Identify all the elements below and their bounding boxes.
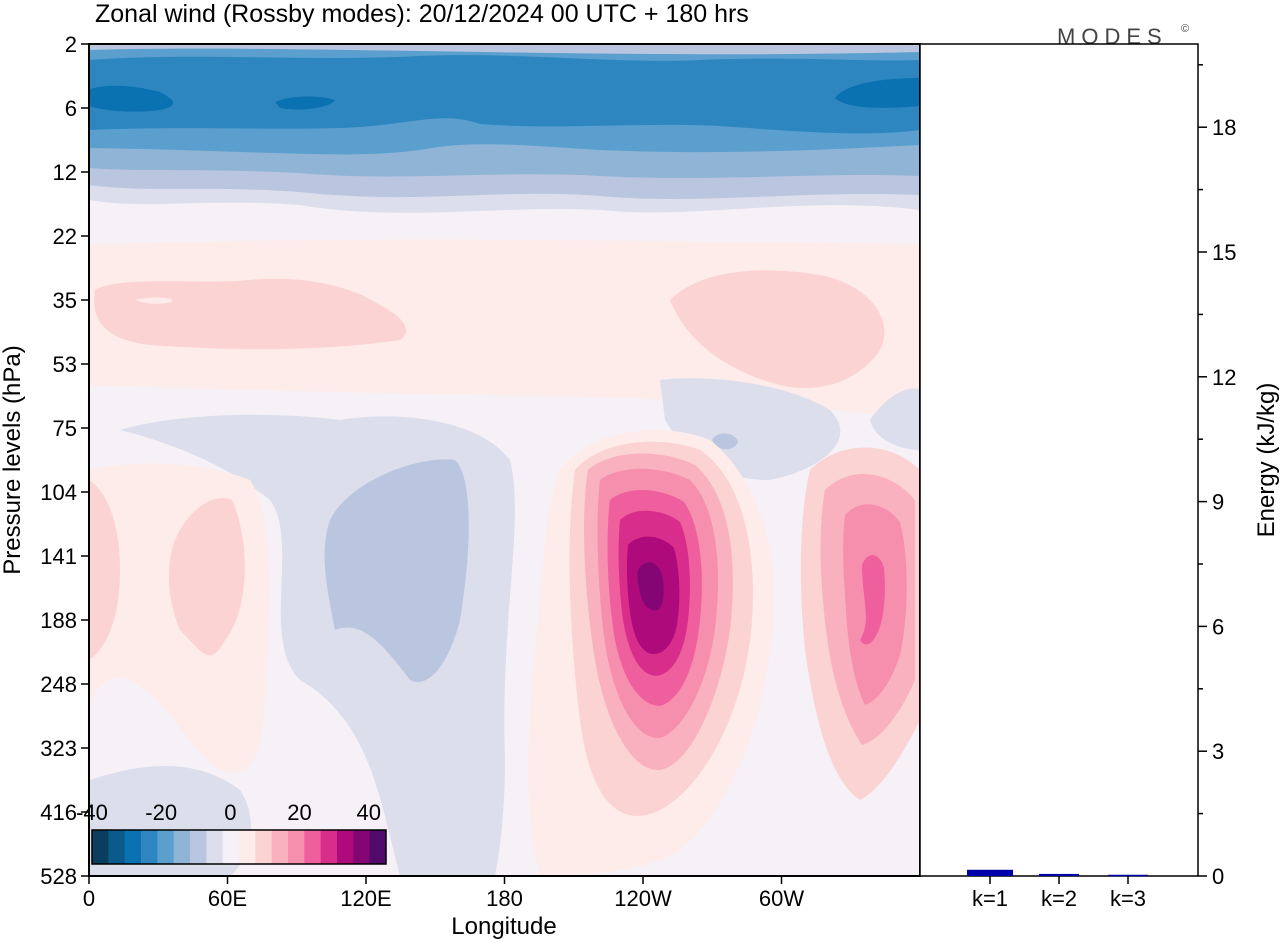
colorbar-swatch — [288, 830, 305, 864]
heatmap-y-axis: 2 6 12 22 35 53 75 104 141 188 248 323 416 528 — [40, 32, 89, 889]
easterly-tropo-core — [324, 459, 469, 682]
y-tick-label: 75 — [53, 416, 77, 441]
y-tick-label: 53 — [53, 352, 77, 377]
westerly-west-core-a — [89, 480, 120, 660]
y-tick-label: 104 — [40, 480, 77, 505]
y-tick-label: 416 — [40, 800, 77, 825]
colorbar-label: 40 — [356, 800, 380, 825]
westerly-west-core-b — [169, 498, 245, 656]
easterly-top-strip — [89, 44, 920, 55]
energy-tick-label: 0 — [1212, 864, 1224, 889]
colorbar-swatch — [255, 830, 273, 864]
energy-y-axis: 0 3 6 9 12 15 18 — [1198, 64, 1236, 889]
energy-bar — [967, 869, 1013, 876]
colorbar-swatch — [304, 830, 322, 864]
colorbar-swatch — [239, 830, 256, 864]
heatmap-x-axis: 0 60E 120E 180 120W 60W — [83, 876, 804, 911]
energy-tick-label: 18 — [1212, 115, 1236, 140]
colorbar-swatch — [141, 830, 158, 864]
energy-tick-label: 15 — [1212, 240, 1236, 265]
y-tick-label: 248 — [40, 672, 77, 697]
x-tick-label: 180 — [486, 886, 523, 911]
x-axis-label: Longitude — [451, 913, 556, 940]
colorbar-swatch — [190, 830, 207, 864]
y-tick-label: 2 — [65, 32, 77, 57]
energy-bars: k=1 k=2 k=3 — [967, 869, 1148, 911]
y-tick-label: 35 — [53, 288, 77, 313]
colorbar-swatch — [173, 830, 191, 864]
colorbar-swatch — [108, 830, 126, 864]
y-tick-label: 323 — [40, 736, 77, 761]
colorbar-swatch — [222, 830, 240, 864]
y-tick-label: 141 — [40, 544, 77, 569]
energy-bar — [1039, 873, 1079, 876]
colorbar-label: -40 — [76, 800, 108, 825]
colorbar-swatch — [157, 830, 175, 864]
x-tick-label: 0 — [83, 886, 95, 911]
westerly-max-core — [637, 562, 664, 611]
easterly-tropo-dot — [712, 433, 738, 450]
energy-category-label: k=2 — [1041, 886, 1077, 911]
energy-tick-label: 9 — [1212, 490, 1224, 515]
easterly-band-25 — [89, 55, 920, 134]
colorbar-swatch — [271, 830, 289, 864]
colorbar-swatch — [320, 830, 338, 864]
x-tick-label: 60E — [208, 886, 247, 911]
colorbar-swatch — [369, 830, 387, 864]
easterly-tropo-4 — [870, 388, 920, 450]
colorbar: -40 -20 0 20 40 — [76, 800, 387, 865]
energy-panel-frame — [919, 43, 1199, 877]
easterly-core-1 — [89, 85, 174, 112]
y-tick-label: 12 — [53, 160, 77, 185]
y-tick-label: 22 — [53, 224, 77, 249]
energy-tick-label: 12 — [1212, 365, 1236, 390]
colorbar-label: 20 — [287, 800, 311, 825]
colorbar-swatch — [92, 830, 109, 864]
easterly-core-2 — [275, 96, 335, 110]
y-axis-label: Pressure levels (hPa) — [0, 345, 26, 574]
y-tick-label: 188 — [40, 608, 77, 633]
energy-category-label: k=1 — [972, 886, 1008, 911]
colorbar-label: -20 — [145, 800, 177, 825]
energy-axis-label: Energy (kJ/kg) — [1253, 383, 1280, 538]
x-tick-label: 120W — [614, 886, 672, 911]
brand-mark: © — [1181, 23, 1189, 35]
chart-title: Zonal wind (Rossby modes): 20/12/2024 00… — [95, 0, 749, 28]
westerly-patch-east — [670, 270, 885, 389]
energy-bar — [1108, 874, 1148, 877]
easterly-core-3 — [835, 78, 920, 108]
colorbar-label: 0 — [224, 800, 236, 825]
energy-tick-label: 6 — [1212, 614, 1224, 639]
colorbar-swatch — [206, 830, 224, 864]
x-tick-label: 60W — [759, 886, 804, 911]
colorbar-frame — [91, 829, 387, 865]
colorbar-swatch — [353, 830, 371, 864]
x-tick-label: 120E — [340, 886, 391, 911]
colorbar-swatch — [337, 830, 354, 864]
y-tick-label: 528 — [40, 864, 77, 889]
y-tick-label: 6 — [65, 96, 77, 121]
westerly-patch-west — [94, 278, 407, 350]
westerly-patch-hole — [135, 297, 173, 304]
colorbar-swatch — [124, 830, 142, 864]
energy-tick-label: 3 — [1212, 739, 1224, 764]
energy-category-label: k=3 — [1110, 886, 1146, 911]
westerly-second-core — [860, 555, 885, 645]
heatmap-plot — [89, 44, 920, 876]
